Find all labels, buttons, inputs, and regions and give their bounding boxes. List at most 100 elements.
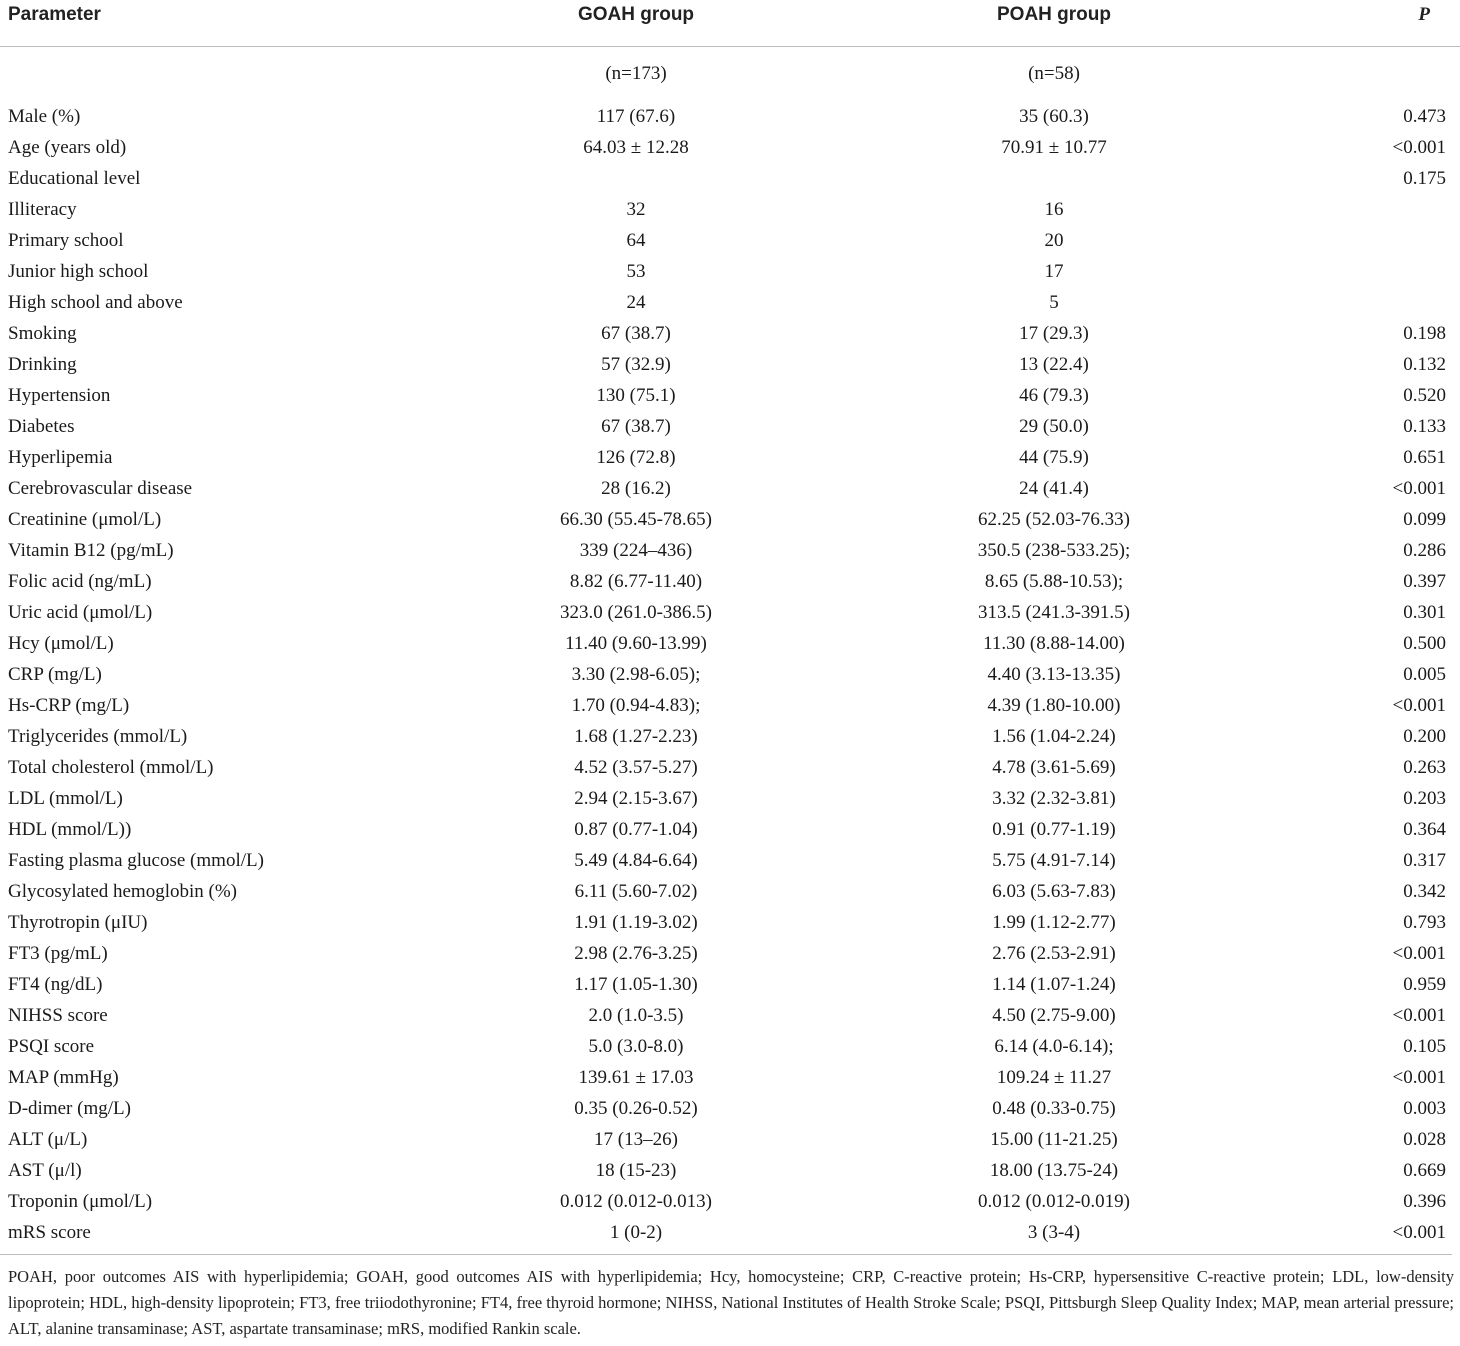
table-footnote: POAH, poor outcomes AIS with hyperlipide…	[8, 1267, 1454, 1338]
header-parameter: Parameter	[0, 0, 420, 47]
table-row: Triglycerides (mmol/L) 1.68 (1.27-2.23) 1.…	[0, 721, 1460, 752]
poah-cell: 4.50 (2.75-9.00)	[992, 1004, 1116, 1026]
table-row: Glycosylated hemoglobin (%) 6.11 (5.60-7.…	[0, 876, 1460, 907]
parameter-cell: NIHSS score	[8, 1004, 108, 1026]
table-row: Vitamin B12 (pg/mL) 339 (224–436) 350.5 (2…	[0, 535, 1460, 566]
p-value-cell	[1266, 287, 1460, 318]
p-value-cell: 0.396	[1403, 1190, 1446, 1212]
parameter-cell: Illiteracy	[8, 198, 77, 220]
table-row: Hyperlipemia 126 (72.8) 44 (75.9) 0.651	[0, 442, 1460, 473]
parameter-cell: Smoking	[8, 322, 77, 344]
table-row: Thyrotropin (μIU) 1.91 (1.19-3.02) 1.99 (1…	[0, 907, 1460, 938]
poah-cell: 5.75 (4.91-7.14)	[992, 849, 1116, 871]
goah-cell: 64	[626, 229, 646, 251]
table-row: Hypertension 130 (75.1) 46 (79.3) 0.520	[0, 380, 1460, 411]
goah-cell: 2.94 (2.15-3.67)	[574, 787, 698, 809]
table-row: High school and above 24 5	[0, 287, 1460, 318]
goah-cell: 339 (224–436)	[579, 539, 693, 561]
parameter-cell: Hs-CRP (mg/L)	[8, 694, 130, 716]
table-row: PSQI score 5.0 (3.0-8.0) 6.14 (4.0-6.14); 0…	[0, 1031, 1460, 1062]
poah-cell: 16	[1044, 198, 1064, 220]
goah-cell: 28 (16.2)	[601, 477, 671, 499]
parameter-cell: Male (%)	[8, 105, 81, 127]
parameter-cell: Age (years old)	[8, 136, 127, 158]
p-value-cell: 0.198	[1403, 322, 1446, 344]
table-row: Primary school 64 20	[0, 225, 1460, 256]
poah-cell: 24 (41.4)	[1019, 477, 1089, 499]
p-value-cell	[1266, 225, 1460, 256]
parameter-cell: mRS score	[8, 1221, 91, 1243]
p-value-cell: 0.520	[1403, 384, 1446, 406]
table-row: mRS score 1 (0-2) 3 (3-4) <0.001	[0, 1217, 1460, 1248]
goah-cell: 57 (32.9)	[601, 353, 671, 375]
poah-cell: 15.00 (11-21.25)	[990, 1128, 1118, 1150]
parameter-cell: Vitamin B12 (pg/mL)	[8, 539, 174, 561]
poah-cell: 35 (60.3)	[1019, 105, 1089, 127]
parameter-cell: Total cholesterol (mmol/L)	[8, 756, 214, 778]
table-row: Fasting plasma glucose (mmol/L) 5.49 (4.8…	[0, 845, 1460, 876]
table-row: Age (years old) 64.03 ± 12.28 70.91 ± 10.7…	[0, 132, 1460, 163]
poah-cell: 46 (79.3)	[1019, 384, 1089, 406]
poah-cell: 20	[1044, 229, 1064, 251]
parameter-cell: FT4 (ng/dL)	[8, 973, 103, 995]
poah-cell: 13 (22.4)	[1019, 353, 1089, 375]
poah-cell: 17	[1044, 260, 1064, 282]
p-value-cell: 0.342	[1403, 880, 1446, 902]
parameter-cell: Hyperlipemia	[8, 446, 113, 468]
poah-cell: 2.76 (2.53-2.91)	[992, 942, 1116, 964]
p-value-cell: 0.473	[1403, 105, 1446, 127]
poah-cell: 4.39 (1.80-10.00)	[987, 694, 1121, 716]
parameter-cell: Hcy (μmol/L)	[8, 632, 114, 654]
goah-cell: 117 (67.6)	[596, 105, 676, 127]
p-value-cell: 0.301	[1403, 601, 1446, 623]
p-value-cell: 0.959	[1403, 973, 1446, 995]
parameter-cell: Drinking	[8, 353, 77, 375]
goah-cell: 8.82 (6.77-11.40)	[569, 570, 703, 592]
parameter-cell	[0, 46, 420, 101]
goah-cell: 2.0 (1.0-3.5)	[588, 1004, 684, 1026]
table-bottom-rule	[0, 1254, 1452, 1255]
parameter-cell: ALT (μ/L)	[8, 1128, 88, 1150]
goah-cell: 3.30 (2.98-6.05);	[571, 663, 701, 685]
parameter-cell: Junior high school	[8, 260, 149, 282]
poah-cell: 3.32 (2.32-3.81)	[992, 787, 1116, 809]
poah-cell: 70.91 ± 10.77	[1001, 136, 1107, 158]
parameter-cell: Cerebrovascular disease	[8, 477, 193, 499]
parameter-cell: CRP (mg/L)	[8, 663, 102, 685]
header-p-value: P	[1266, 0, 1460, 47]
table-row: Illiteracy 32 16	[0, 194, 1460, 225]
table-row: FT4 (ng/dL) 1.17 (1.05-1.30) 1.14 (1.07-1.…	[0, 969, 1460, 1000]
parameter-cell: Hypertension	[8, 384, 111, 406]
goah-cell: 53	[626, 260, 646, 282]
parameter-cell: AST (μ/l)	[8, 1159, 82, 1181]
table-row: Folic acid (ng/mL) 8.82 (6.77-11.40) 8.65 …	[0, 566, 1460, 597]
table-row: Diabetes 67 (38.7) 29 (50.0) 0.133	[0, 411, 1460, 442]
goah-cell: 1.17 (1.05-1.30)	[574, 973, 698, 995]
parameter-cell: Uric acid (μmol/L)	[8, 601, 153, 623]
goah-cell: 1.68 (1.27-2.23)	[574, 725, 698, 747]
poah-cell: 18.00 (13.75-24)	[989, 1159, 1119, 1181]
parameter-cell: LDL (mmol/L)	[8, 787, 123, 809]
poah-cell: 0.91 (0.77-1.19)	[992, 818, 1116, 840]
goah-cell: 5.49 (4.84-6.64)	[574, 849, 698, 871]
p-value-cell: 0.500	[1403, 632, 1446, 654]
poah-cell: 17 (29.3)	[1019, 322, 1089, 344]
table-row: CRP (mg/L) 3.30 (2.98-6.05); 4.40 (3.13-13…	[0, 659, 1460, 690]
parameter-cell: PSQI score	[8, 1035, 95, 1057]
poah-cell: 0.48 (0.33-0.75)	[992, 1097, 1116, 1119]
parameter-cell: Fasting plasma glucose (mmol/L)	[8, 849, 264, 871]
goah-cell: 2.98 (2.76-3.25)	[574, 942, 698, 964]
goah-cell: 17 (13–26)	[594, 1128, 678, 1150]
poah-cell: 313.5 (241.3-391.5)	[978, 601, 1130, 623]
p-value-cell: 0.003	[1403, 1097, 1446, 1119]
p-value-cell: <0.001	[1392, 1004, 1446, 1026]
p-value-cell: 0.286	[1403, 539, 1446, 561]
goah-cell: 67 (38.7)	[601, 415, 671, 437]
table-row: AST (μ/l) 18 (15-23) 18.00 (13.75-24) 0.669	[0, 1155, 1460, 1186]
parameter-cell: MAP (mmHg)	[8, 1066, 119, 1088]
header-poah-group: POAH group	[842, 0, 1266, 47]
goah-cell: 130 (75.1)	[596, 384, 676, 406]
table-row: Troponin (μmol/L) 0.012 (0.012-0.013) 0.01…	[0, 1186, 1460, 1217]
p-value-cell: <0.001	[1392, 477, 1446, 499]
